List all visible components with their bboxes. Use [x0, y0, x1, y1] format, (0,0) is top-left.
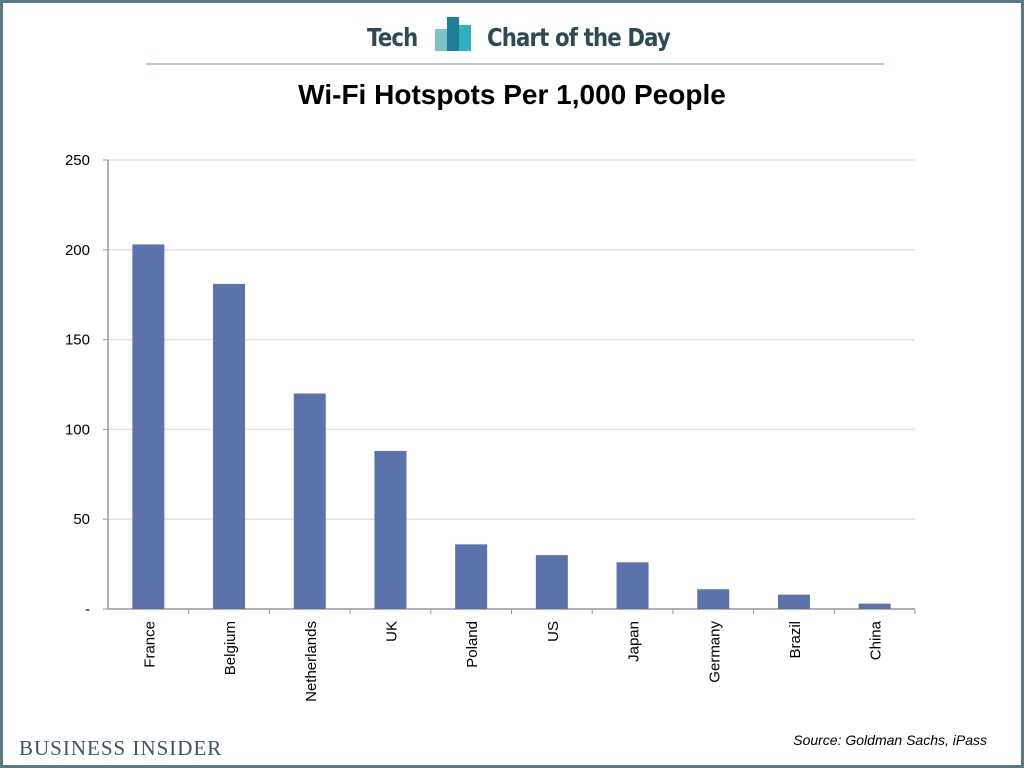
x-tick-label: France	[141, 621, 158, 668]
bar-uk	[374, 450, 407, 609]
x-tick-label: Poland	[464, 621, 481, 668]
x-tick-label: Brazil	[787, 621, 804, 659]
y-tick-label: 50	[73, 511, 90, 528]
x-tick-label: US	[545, 621, 562, 642]
bar-chart: - 50 100 150 200 250 France Belgium Netherlands U…	[65, 152, 916, 702]
bar-belgium	[213, 283, 246, 609]
x-tick-label: UK	[383, 621, 400, 642]
bar-poland	[455, 544, 488, 609]
header-chart-of-the-day: Chart of the Day	[487, 23, 671, 52]
bar-us	[535, 555, 568, 609]
x-tick-label: Belgium	[222, 621, 239, 675]
x-tick-label: Netherlands	[303, 621, 320, 702]
bar-china	[858, 603, 891, 609]
chart-of-the-day-header: Tech Chart of the Day	[3, 17, 1021, 61]
bar-france	[132, 244, 165, 610]
x-tick-label: China	[868, 620, 885, 660]
y-tick-label: 150	[65, 332, 90, 349]
source-note: Source: Goldman Sachs, iPass	[793, 732, 987, 748]
bar-brazil	[777, 594, 810, 609]
bar-netherlands	[293, 393, 326, 609]
bar-chart-logo-icon	[435, 17, 471, 51]
header-divider	[146, 63, 884, 65]
y-tick-label: 100	[65, 421, 90, 438]
y-tick-label: 200	[65, 242, 90, 259]
chart-title: Wi-Fi Hotspots Per 1,000 People	[298, 79, 726, 110]
bar-germany	[697, 589, 730, 609]
business-insider-logo: BUSINESS INSIDER	[19, 736, 223, 760]
x-tick-label: Japan	[626, 621, 643, 662]
header-tech: Tech	[367, 23, 418, 52]
y-tick-label: -	[85, 601, 90, 618]
bar-japan	[616, 562, 649, 609]
y-tick-label: 250	[65, 152, 90, 169]
x-tick-label: Germany	[706, 621, 723, 683]
